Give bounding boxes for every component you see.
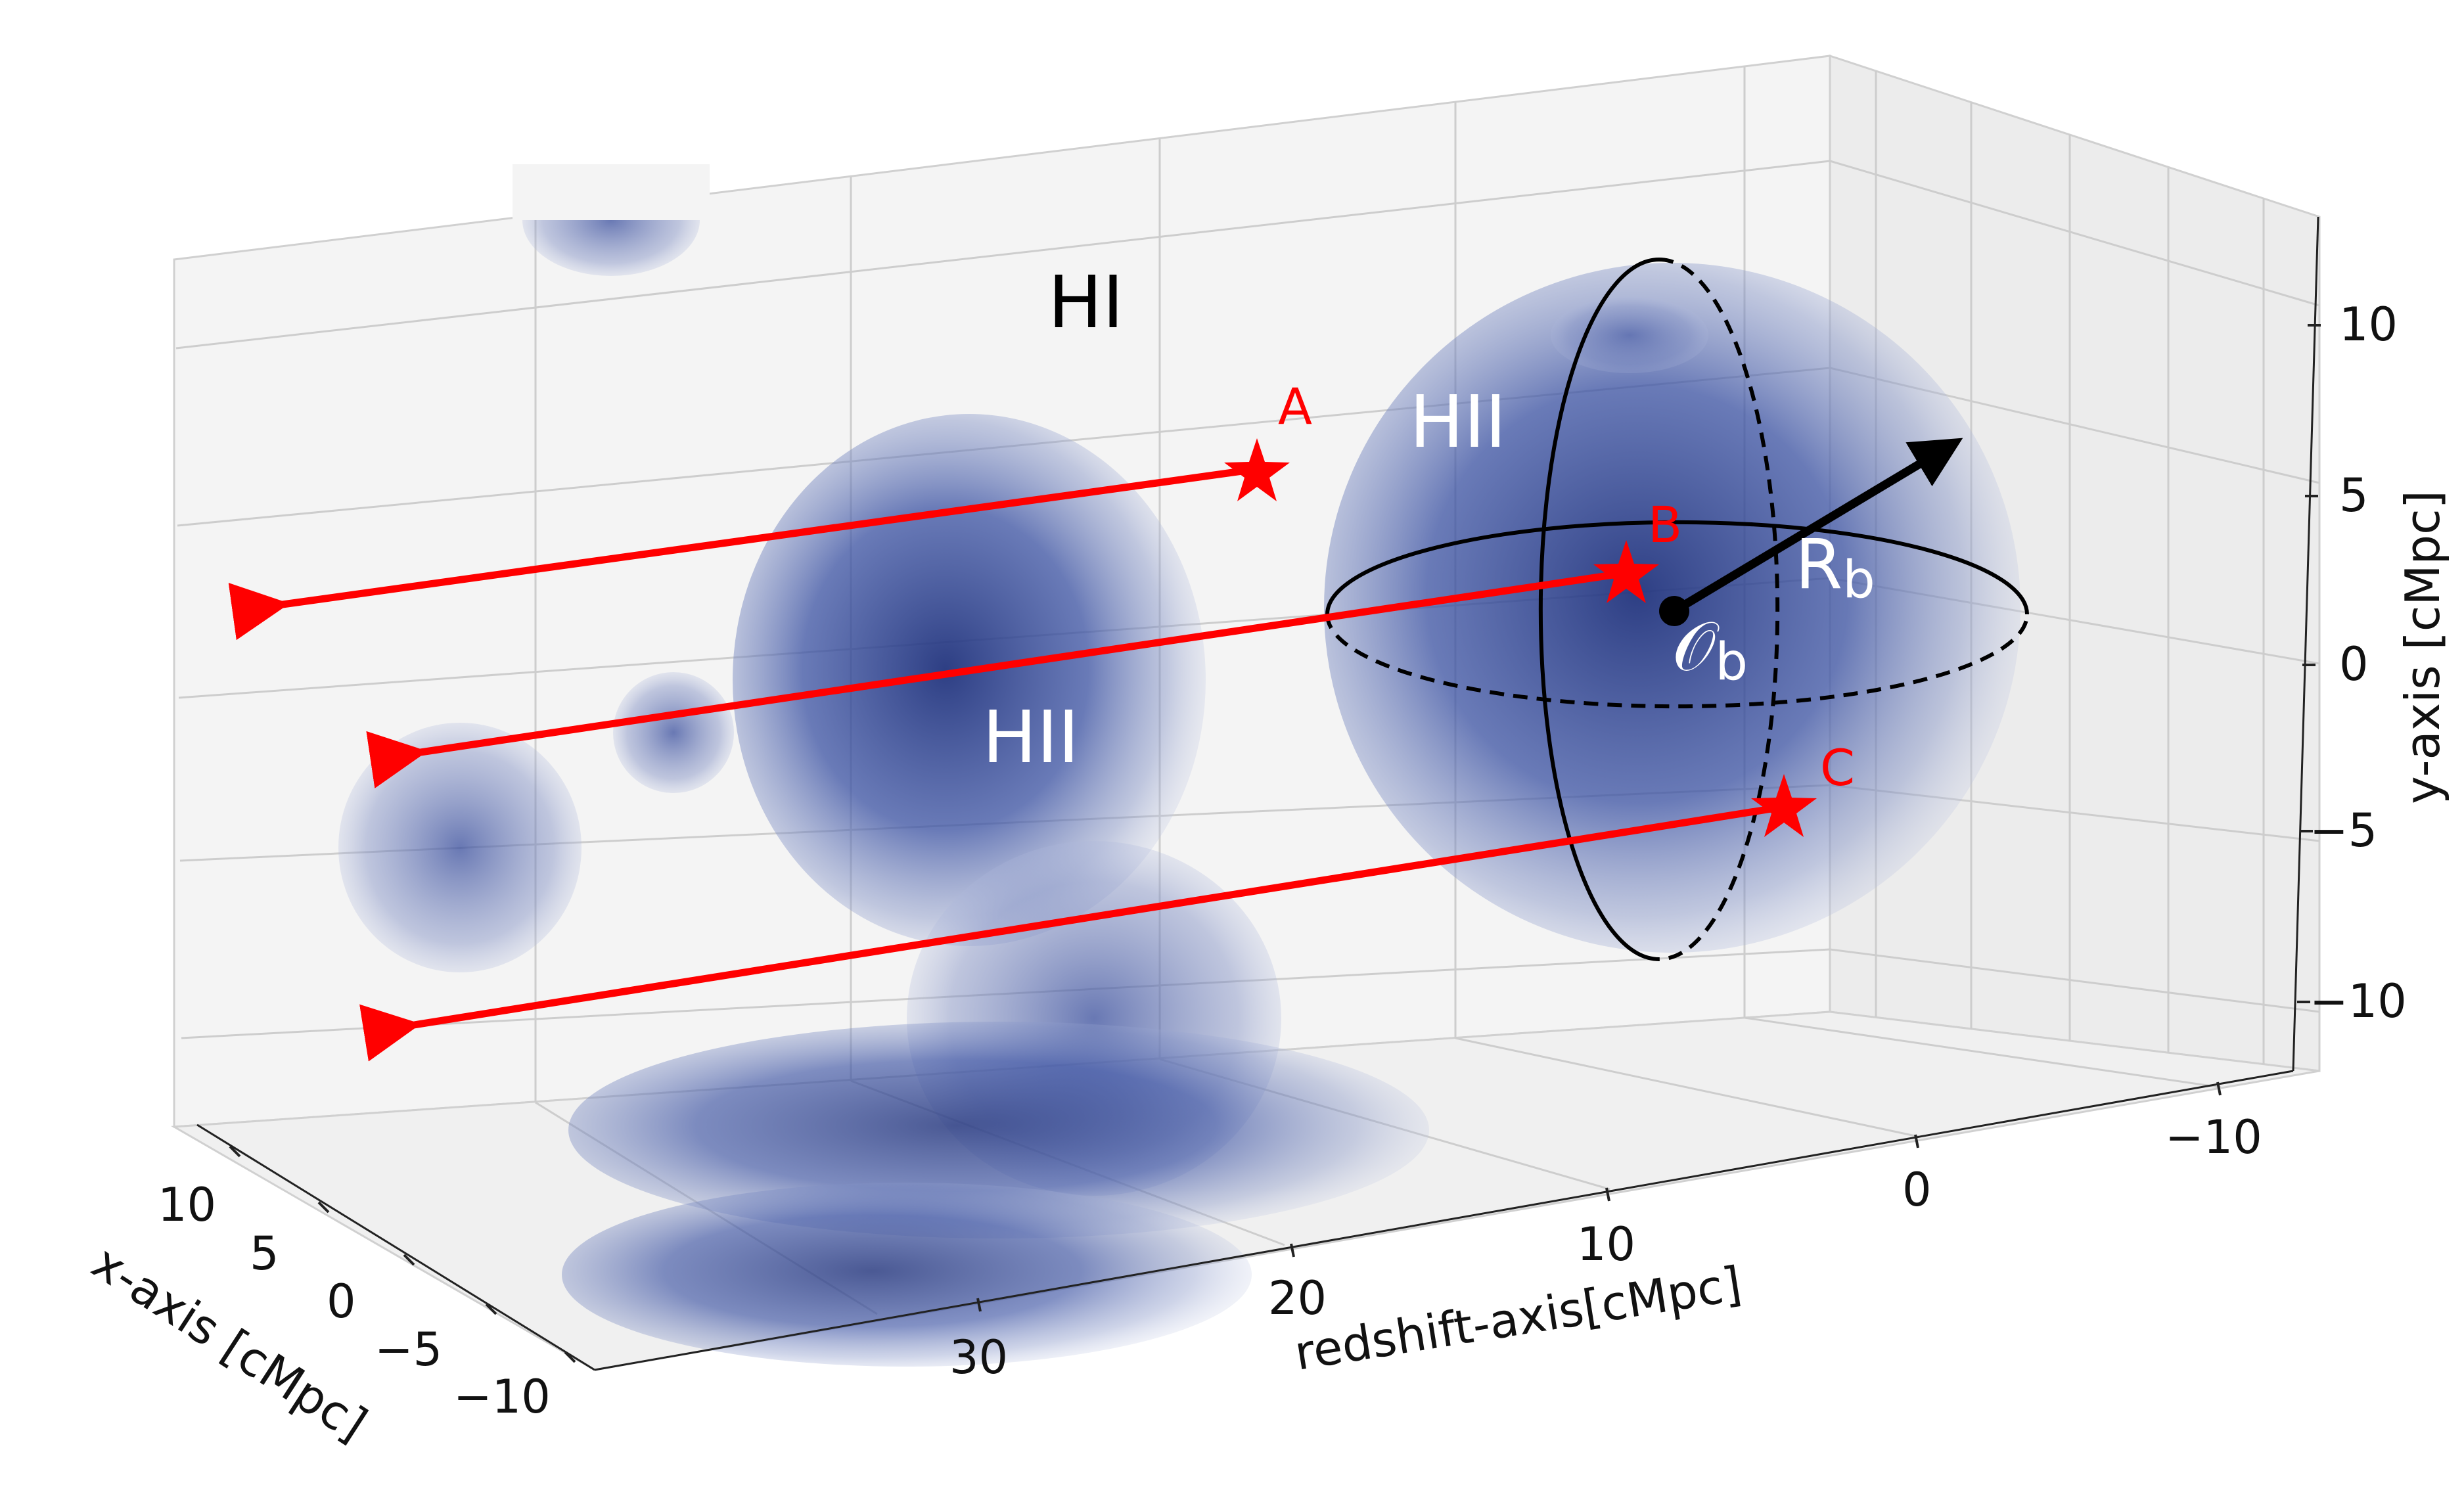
y-axis-title: y-axis [cMpc]	[2395, 490, 2450, 804]
x-axis-title: x-axis [cMpc]	[83, 1235, 376, 1452]
meridian-front	[1538, 258, 1660, 961]
star-label-c: C	[1820, 738, 1855, 797]
z-tick-neg10: −10	[2165, 1110, 2262, 1164]
radius-label: Rb	[1795, 524, 1875, 610]
star-b	[1593, 540, 1659, 603]
bubble-tiny	[613, 672, 734, 793]
hi-label: HI	[1048, 260, 1124, 344]
equator-back	[1325, 614, 2029, 709]
sightline-b	[366, 569, 1627, 788]
radius-arrow	[1659, 438, 1963, 626]
bubble-main-cap	[1551, 297, 1708, 373]
bubble-floor-1	[568, 1022, 1429, 1238]
sightlines	[228, 466, 1785, 1062]
star-label-a: A	[1278, 377, 1312, 436]
center-label: 𝒪b	[1672, 606, 1748, 692]
hii-label-main: HII	[1409, 380, 1507, 464]
sightline-a	[228, 466, 1252, 641]
hii-label-mid: HII	[982, 695, 1080, 779]
y-tick-10: 10	[2339, 298, 2398, 352]
y-tick-0: 0	[2339, 637, 2369, 691]
bubble-floor-2	[562, 1183, 1252, 1367]
x-tick-0: 0	[327, 1275, 356, 1328]
x-tick-neg5: −5	[375, 1323, 442, 1376]
x-tick-neg10: −10	[453, 1370, 551, 1424]
y-tick-5: 5	[2339, 468, 2369, 522]
bubble-small-left	[338, 723, 582, 972]
equator-front	[1325, 520, 2029, 615]
x-tick-10: 10	[158, 1178, 216, 1232]
source-stars: A B C	[1224, 377, 1855, 837]
bubble-center-dot	[1659, 596, 1689, 626]
meridian-back	[1658, 258, 1780, 961]
star-c	[1751, 774, 1817, 837]
redshift-axis-title: redshift-axis[cMpc]	[1291, 1256, 1746, 1380]
y-tick-neg10: −10	[2310, 974, 2407, 1028]
z-tick-30: 30	[949, 1330, 1008, 1384]
z-tick-0: 0	[1902, 1163, 1932, 1217]
star-label-b: B	[1648, 495, 1682, 554]
sightline-c	[359, 803, 1785, 1062]
y-axis: 10 5 0 −5 −10 y-axis [cMpc]	[2292, 216, 2450, 1072]
star-a	[1224, 438, 1290, 501]
y-tick-neg5: −5	[2310, 804, 2377, 857]
x-tick-5: 5	[250, 1227, 279, 1281]
z-tick-20: 20	[1268, 1271, 1327, 1325]
bubble-great-circles	[1325, 258, 2029, 961]
bubble-large-mid	[733, 414, 1206, 946]
z-tick-10: 10	[1577, 1217, 1635, 1271]
region-labels: HI HII HII 𝒪b Rb	[982, 260, 1875, 779]
